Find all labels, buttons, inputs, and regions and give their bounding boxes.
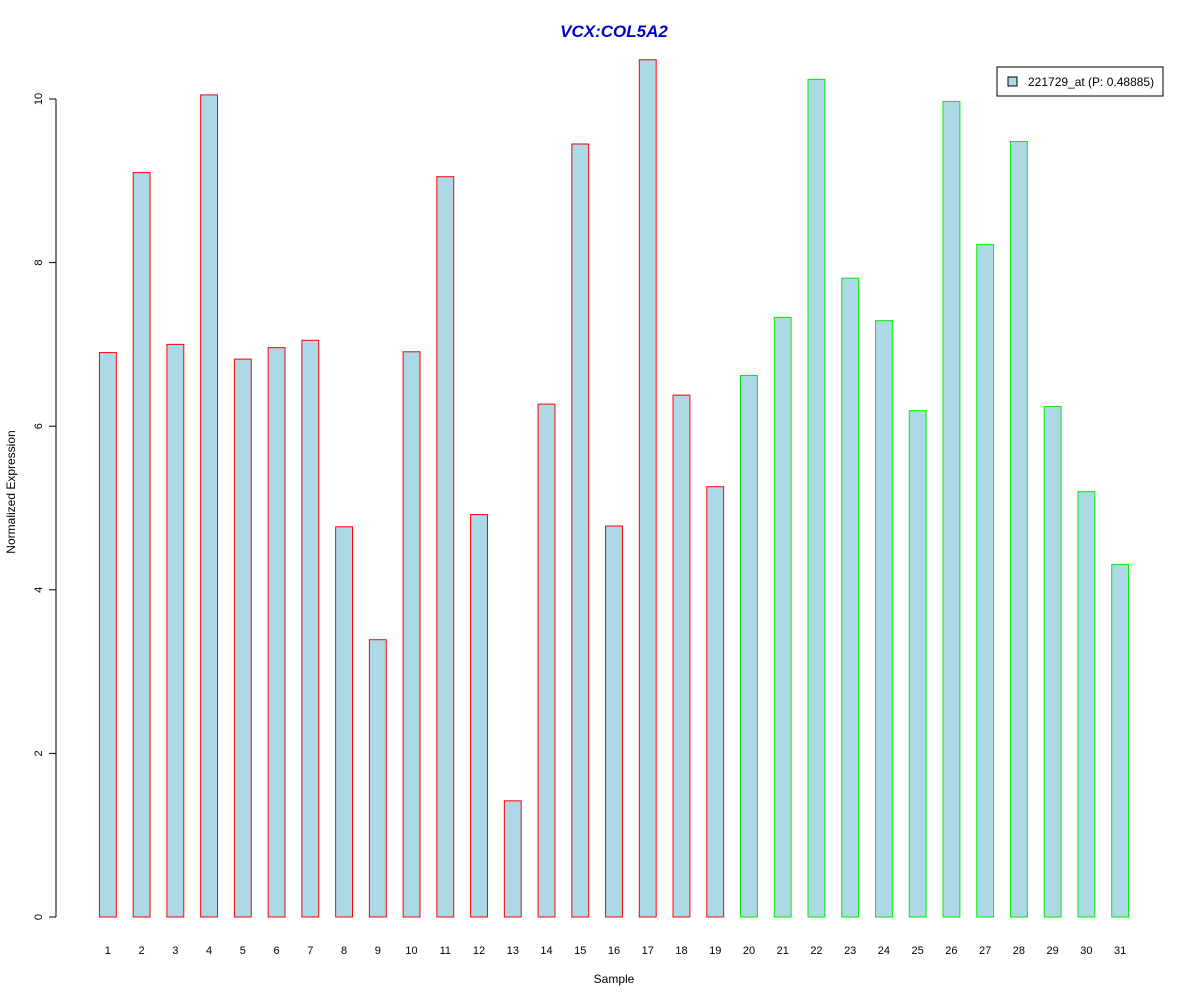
bar-sample-4 <box>200 94 219 918</box>
x-tick-label: 30 <box>1080 945 1092 957</box>
y-tick-label: 4 <box>33 587 45 593</box>
x-tick-label: 15 <box>574 945 586 957</box>
legend-label: 221729_at (P: 0.48885) <box>1028 75 1154 89</box>
x-tick-label: 14 <box>540 945 552 957</box>
bar-sample-3 <box>166 343 185 918</box>
bar-sample-14 <box>537 403 556 918</box>
legend: 221729_at (P: 0.48885) <box>996 66 1164 97</box>
bar-sample-11 <box>436 176 455 918</box>
x-tick-label: 13 <box>507 945 519 957</box>
bar-sample-26 <box>942 100 961 918</box>
y-tick-label: 6 <box>33 423 45 429</box>
legend-swatch <box>1007 76 1018 87</box>
bar-sample-25 <box>908 410 927 918</box>
x-axis-title: Sample <box>594 972 635 986</box>
x-tick-label: 28 <box>1013 945 1025 957</box>
x-tick-label: 24 <box>878 945 890 957</box>
bar-sample-17 <box>638 59 657 918</box>
x-tick-label: 25 <box>912 945 924 957</box>
x-tick-label: 1 <box>105 945 111 957</box>
x-tick-label: 6 <box>274 945 280 957</box>
bar-sample-19 <box>706 486 725 918</box>
bar-sample-21 <box>773 316 792 918</box>
x-tick-label: 9 <box>375 945 381 957</box>
bar-sample-10 <box>402 351 421 918</box>
x-tick-label: 29 <box>1047 945 1059 957</box>
bar-sample-1 <box>98 352 117 918</box>
bar-sample-29 <box>1043 406 1062 918</box>
bars-group <box>98 59 1130 918</box>
bar-sample-6 <box>267 347 286 918</box>
x-tick-label: 12 <box>473 945 485 957</box>
y-tick-label: 8 <box>33 260 45 266</box>
x-tick-label: 7 <box>307 945 313 957</box>
bar-sample-13 <box>503 800 522 918</box>
bar-sample-7 <box>301 339 320 918</box>
x-tick-label: 27 <box>979 945 991 957</box>
x-tick-label: 2 <box>139 945 145 957</box>
x-tick-label: 18 <box>675 945 687 957</box>
bar-sample-5 <box>233 358 252 918</box>
x-tick-label: 10 <box>405 945 417 957</box>
x-tick-label: 20 <box>743 945 755 957</box>
x-tick-label: 3 <box>172 945 178 957</box>
bar-sample-27 <box>976 244 995 918</box>
y-axis: 0 2 4 6 8 10 <box>33 93 57 920</box>
x-axis: 1 2 3 4 5 6 7 8 9 10 11 12 13 14 15 16 17 18 19 20 21 22 23 24 2… <box>105 945 1126 957</box>
bar-sample-12 <box>470 514 488 918</box>
x-tick-label: 11 <box>440 945 451 957</box>
bar-sample-15 <box>571 143 590 918</box>
bar-sample-28 <box>1009 141 1028 918</box>
legend-box <box>996 66 1164 97</box>
x-tick-label: 19 <box>709 945 721 957</box>
x-tick-label: 26 <box>945 945 957 957</box>
bar-sample-18 <box>672 394 691 918</box>
bar-sample-31 <box>1111 563 1130 918</box>
bar-sample-23 <box>841 277 860 918</box>
y-tick-label: 2 <box>33 750 45 756</box>
y-axis-title: Normalized Expression <box>4 430 18 553</box>
bar-sample-20 <box>740 374 758 918</box>
x-tick-label: 5 <box>240 945 246 957</box>
x-tick-label: 22 <box>810 945 822 957</box>
x-tick-label: 31 <box>1114 945 1126 957</box>
bar-sample-22 <box>807 78 826 918</box>
y-tick-label: 10 <box>33 93 45 105</box>
bar-sample-24 <box>875 320 893 918</box>
x-tick-label: 4 <box>206 945 212 957</box>
x-tick-label: 23 <box>844 945 856 957</box>
x-tick-label: 17 <box>642 945 654 957</box>
bar-sample-16 <box>605 525 623 918</box>
x-tick-label: 8 <box>341 945 347 957</box>
y-tick-label: 0 <box>33 914 45 920</box>
bar-sample-30 <box>1077 491 1096 918</box>
x-tick-label: 16 <box>608 945 620 957</box>
x-tick-label: 21 <box>777 945 789 957</box>
chart-title: VCX:COL5A2 <box>560 22 668 41</box>
bar-sample-9 <box>368 639 387 918</box>
bar-sample-2 <box>132 172 151 918</box>
bar-sample-8 <box>335 526 353 918</box>
